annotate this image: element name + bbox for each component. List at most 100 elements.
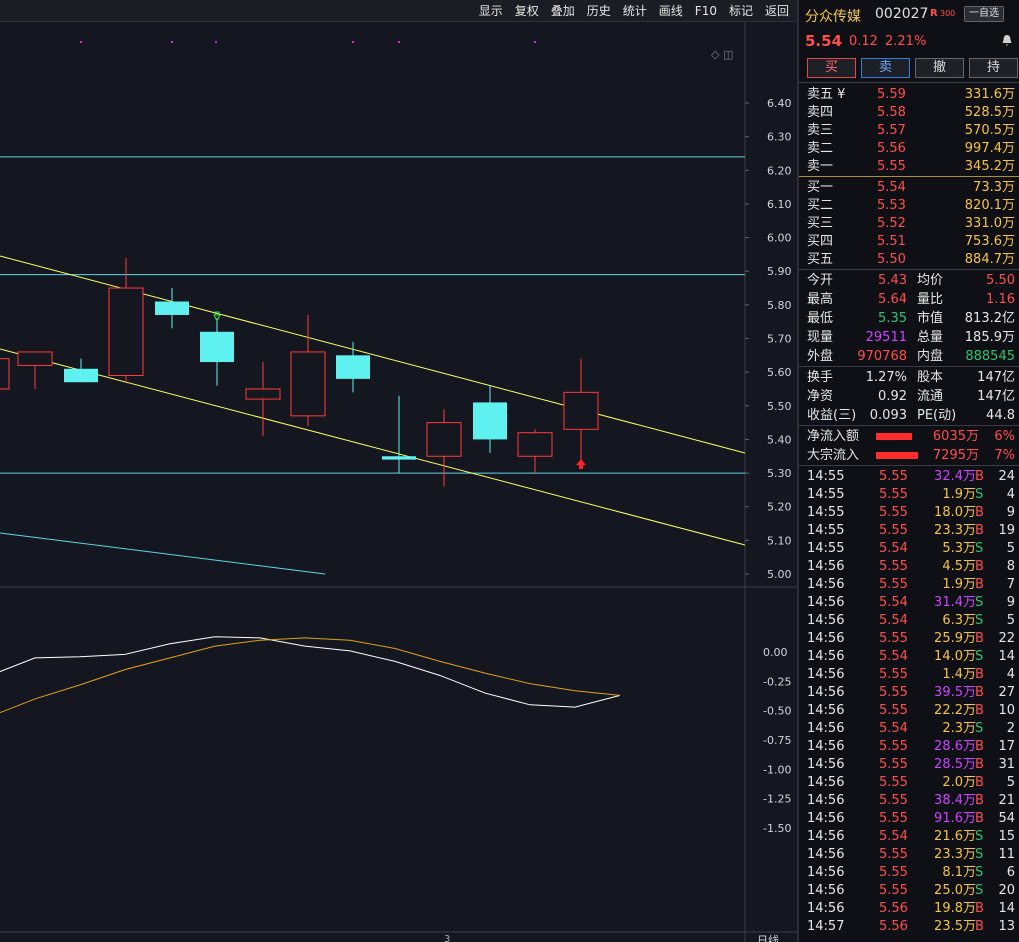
tick-price: 5.55 [879, 631, 908, 646]
stat-label: 净资 [807, 389, 834, 404]
signal-dot [534, 41, 536, 43]
tick-time: 14:55 [807, 505, 845, 520]
stat-row: 净资 0.92 流通 147亿 [799, 387, 1019, 406]
ask-row: 卖四 5.58 528.5万 [799, 104, 1019, 122]
tick-volume: 23.5万 [934, 919, 976, 934]
tick-row[interactable]: 14:57 5.56 23.5万 B 13 [799, 918, 1019, 936]
tick-row[interactable]: 14:56 5.54 31.4万 S 9 [799, 594, 1019, 612]
toolbar-item[interactable]: 复权 [514, 4, 539, 18]
stat-row: 最低 5.35 市值 813.2亿 [799, 309, 1019, 328]
stat-row: 外盘 970768 内盘 888545 [799, 347, 1019, 366]
tick-row[interactable]: 14:56 5.54 2.3万 S 2 [799, 720, 1019, 738]
tick-row[interactable]: 14:56 5.55 1.9万 B 7 [799, 576, 1019, 594]
tick-price: 5.54 [879, 595, 908, 610]
candle-body [200, 331, 234, 363]
tick-row[interactable]: 14:56 5.54 6.3万 S 5 [799, 612, 1019, 630]
stat-value: 0.92 [878, 389, 907, 404]
stock-code: 002027 [875, 6, 929, 22]
moving-average-line [0, 532, 326, 575]
price-change-pct: 2.21% [885, 34, 927, 49]
tick-time: 14:56 [807, 757, 845, 772]
tick-count: 17 [998, 739, 1015, 754]
chart-toolbar: 显示 复权 叠加 历史 统计 画线 F10 标记 返回 [0, 0, 797, 22]
level-volume: 884.7万 [964, 252, 1015, 267]
tick-row[interactable]: 14:56 5.55 25.9万 B 22 [799, 630, 1019, 648]
tick-volume: 4.5万 [942, 559, 976, 574]
tick-row[interactable]: 14:55 5.55 1.9万 S 4 [799, 486, 1019, 504]
tick-direction: S [975, 649, 984, 664]
tick-count: 2 [1006, 721, 1015, 736]
chart-settings-icons[interactable]: ◇ ◫ [711, 48, 734, 61]
tick-row[interactable]: 14:56 5.55 23.3万 S 11 [799, 846, 1019, 864]
toolbar-item[interactable]: 标记 [728, 4, 753, 18]
tick-direction: S [975, 865, 984, 880]
bell-icon[interactable] [1001, 34, 1013, 46]
up-arrow-icon [576, 459, 586, 469]
stat-label: 总量 [917, 330, 944, 345]
tick-row[interactable]: 14:56 5.56 19.8万 B 14 [799, 900, 1019, 918]
tick-row[interactable]: 14:56 5.55 28.5万 B 31 [799, 756, 1019, 774]
candle-body [382, 456, 416, 460]
candle-body [563, 391, 599, 430]
tick-count: 9 [1006, 505, 1015, 520]
tick-volume: 2.0万 [942, 775, 976, 790]
toolbar-item[interactable]: 统计 [622, 4, 647, 18]
tick-row[interactable]: 14:56 5.55 91.6万 B 54 [799, 810, 1019, 828]
divider [799, 465, 1019, 466]
tick-time: 14:56 [807, 613, 845, 628]
tick-row[interactable]: 14:56 5.54 14.0万 S 14 [799, 648, 1019, 666]
tick-row[interactable]: 14:55 5.54 5.3万 S 5 [799, 540, 1019, 558]
toolbar-item[interactable]: 显示 [478, 4, 503, 18]
period-label[interactable]: 日线 [757, 934, 779, 942]
tick-row[interactable]: 14:56 5.55 25.0万 S 20 [799, 882, 1019, 900]
signal-dot [215, 41, 217, 43]
tick-volume: 28.5万 [934, 757, 976, 772]
cancel-order-button[interactable]: 撤 [915, 58, 964, 78]
tick-row[interactable]: 14:55 5.55 23.3万 B 19 [799, 522, 1019, 540]
tick-row[interactable]: 14:56 5.54 21.6万 S 15 [799, 828, 1019, 846]
signal-dot [171, 41, 173, 43]
flow-pct: 6% [994, 429, 1015, 444]
stat-label: PE(动) [917, 408, 957, 423]
tick-row[interactable]: 14:55 5.55 18.0万 B 9 [799, 504, 1019, 522]
stat-value: 5.64 [878, 292, 907, 307]
chart-area[interactable]: 6.40 6.30 6.20 6.10 6.00 5.90 5.80 5.70 5.60 5.50… [0, 22, 797, 942]
toolbar-item[interactable]: F10 [694, 4, 717, 18]
x-axis-label: 3 [444, 934, 451, 942]
toolbar-item[interactable]: 返回 [764, 4, 789, 18]
tick-row[interactable]: 14:55 5.55 32.4万 B 24 [799, 468, 1019, 486]
y-tick-label: 5.90 [767, 265, 792, 278]
stat-label: 今开 [807, 273, 834, 288]
tick-row[interactable]: 14:56 5.55 28.6万 B 17 [799, 738, 1019, 756]
sell-button[interactable]: 卖 [861, 58, 910, 78]
tick-volume: 19.8万 [934, 901, 976, 916]
toolbar-item[interactable]: 历史 [586, 4, 611, 18]
kline-chart-svg[interactable]: 6.40 6.30 6.20 6.10 6.00 5.90 5.80 5.70 5.60 5.50… [0, 22, 797, 942]
buy-button[interactable]: 买 [807, 58, 856, 78]
toolbar-item[interactable]: 叠加 [550, 4, 575, 18]
bid-row: 买四 5.51 753.6万 [799, 233, 1019, 251]
tick-volume: 5.3万 [942, 541, 976, 556]
stat-value: 888545 [965, 349, 1015, 364]
toolbar-item[interactable]: 画线 [658, 4, 683, 18]
add-watchlist-button[interactable]: 一自选 [964, 6, 1004, 22]
tick-row[interactable]: 14:56 5.55 2.0万 B 5 [799, 774, 1019, 792]
stat-label: 流通 [917, 389, 944, 404]
tick-row[interactable]: 14:56 5.55 1.4万 B 4 [799, 666, 1019, 684]
tick-row[interactable]: 14:56 5.55 4.5万 B 8 [799, 558, 1019, 576]
tick-row[interactable]: 14:56 5.55 39.5万 B 27 [799, 684, 1019, 702]
tick-count: 5 [1006, 541, 1015, 556]
tick-time: 14:56 [807, 739, 845, 754]
level-price: 5.56 [877, 141, 906, 156]
y-tick-label: 5.70 [767, 333, 792, 346]
tick-row[interactable]: 14:56 5.55 38.4万 B 21 [799, 792, 1019, 810]
holdings-button[interactable]: 持 [969, 58, 1018, 78]
tick-row[interactable]: 14:56 5.55 8.1万 S 6 [799, 864, 1019, 882]
flow-label: 大宗流入 [807, 448, 860, 463]
candle-body [155, 301, 189, 315]
flow-pct: 7% [994, 448, 1015, 463]
tick-row[interactable]: 14:56 5.55 22.2万 B 10 [799, 702, 1019, 720]
tick-list[interactable]: 14:55 5.55 32.4万 B 24 14:55 5.55 1.9万 S 4 14:55 5.5… [799, 466, 1019, 936]
tick-price: 5.55 [879, 847, 908, 862]
tick-time: 14:56 [807, 721, 845, 736]
